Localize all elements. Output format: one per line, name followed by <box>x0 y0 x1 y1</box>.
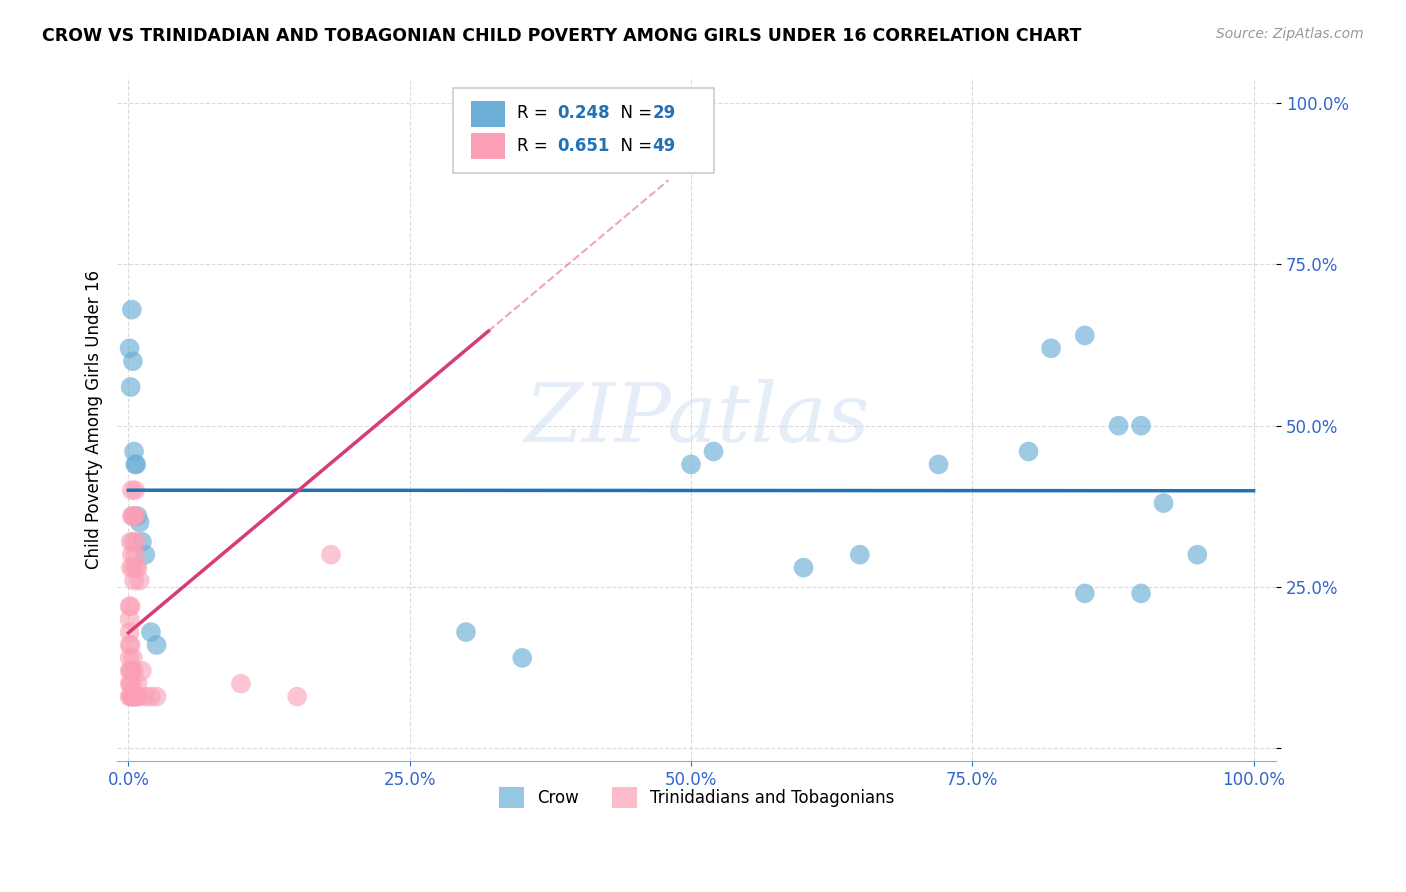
Point <box>1108 418 1130 433</box>
Point <box>1074 586 1097 600</box>
Point <box>118 651 141 665</box>
Text: N =: N = <box>610 104 657 122</box>
FancyBboxPatch shape <box>453 87 714 173</box>
Point <box>122 508 145 523</box>
Point <box>121 508 143 523</box>
Point <box>454 128 477 143</box>
Point <box>120 690 142 704</box>
Point <box>120 664 142 678</box>
Point <box>928 458 950 472</box>
Point <box>118 599 141 614</box>
Point <box>145 638 167 652</box>
Point <box>122 508 145 523</box>
Point <box>793 560 815 574</box>
Y-axis label: Child Poverty Among Girls Under 16: Child Poverty Among Girls Under 16 <box>86 269 103 569</box>
Point <box>1040 341 1063 355</box>
Point <box>139 625 162 640</box>
Point <box>118 638 141 652</box>
Point <box>120 534 142 549</box>
Point <box>122 664 145 678</box>
Point <box>229 676 252 690</box>
Text: N =: N = <box>610 137 657 155</box>
Point <box>122 651 145 665</box>
Point <box>121 676 143 690</box>
Point <box>122 354 145 368</box>
Point <box>285 690 308 704</box>
Point <box>702 444 724 458</box>
Point <box>122 690 145 704</box>
Point <box>125 534 148 549</box>
Text: ZIPatlas: ZIPatlas <box>524 379 869 459</box>
Point <box>120 380 142 394</box>
Point <box>125 458 148 472</box>
Point <box>131 534 153 549</box>
Point <box>1018 444 1040 458</box>
Point <box>124 508 146 523</box>
Point <box>120 676 142 690</box>
Point <box>128 574 150 588</box>
Point <box>128 516 150 530</box>
Point <box>120 638 142 652</box>
Bar <box>471 134 505 160</box>
Point <box>1074 328 1097 343</box>
Point <box>1130 418 1153 433</box>
Point <box>124 458 146 472</box>
Point <box>134 548 156 562</box>
Text: CROW VS TRINIDADIAN AND TOBAGONIAN CHILD POVERTY AMONG GIRLS UNDER 16 CORRELATIO: CROW VS TRINIDADIAN AND TOBAGONIAN CHILD… <box>42 27 1081 45</box>
Point <box>121 690 143 704</box>
Bar <box>471 102 505 128</box>
Point <box>122 560 145 574</box>
Point <box>454 625 477 640</box>
Point <box>131 664 153 678</box>
Point <box>1130 586 1153 600</box>
Point <box>679 458 702 472</box>
Point <box>118 341 141 355</box>
Point <box>139 690 162 704</box>
Point <box>124 690 146 704</box>
Point <box>122 574 145 588</box>
Point <box>122 534 145 549</box>
Text: 0.248: 0.248 <box>558 104 610 122</box>
Point <box>121 483 143 498</box>
Point <box>121 302 143 317</box>
Point <box>118 664 141 678</box>
Point <box>319 548 342 562</box>
Point <box>125 560 148 574</box>
Text: 29: 29 <box>652 104 676 122</box>
Point <box>1187 548 1209 562</box>
Point <box>127 560 149 574</box>
Point <box>510 651 533 665</box>
Point <box>125 690 148 704</box>
Point <box>1153 496 1175 510</box>
Text: 49: 49 <box>652 137 676 155</box>
Point <box>118 612 141 626</box>
Text: Source: ZipAtlas.com: Source: ZipAtlas.com <box>1216 27 1364 41</box>
Point <box>122 444 145 458</box>
Text: 0.651: 0.651 <box>558 137 610 155</box>
Point <box>118 676 141 690</box>
Point <box>120 560 142 574</box>
Text: R =: R = <box>517 104 553 122</box>
Point <box>120 599 142 614</box>
Point <box>124 483 146 498</box>
Point <box>145 690 167 704</box>
Legend: Crow, Trinidadians and Tobagonians: Crow, Trinidadians and Tobagonians <box>492 780 901 814</box>
Point <box>849 548 872 562</box>
Point <box>124 548 146 562</box>
Point <box>118 625 141 640</box>
Point <box>122 690 145 704</box>
Text: R =: R = <box>517 137 553 155</box>
Point <box>127 676 149 690</box>
Point <box>128 690 150 704</box>
Point <box>118 690 141 704</box>
Point <box>127 508 149 523</box>
Point <box>121 548 143 562</box>
Point <box>134 690 156 704</box>
Point <box>121 664 143 678</box>
